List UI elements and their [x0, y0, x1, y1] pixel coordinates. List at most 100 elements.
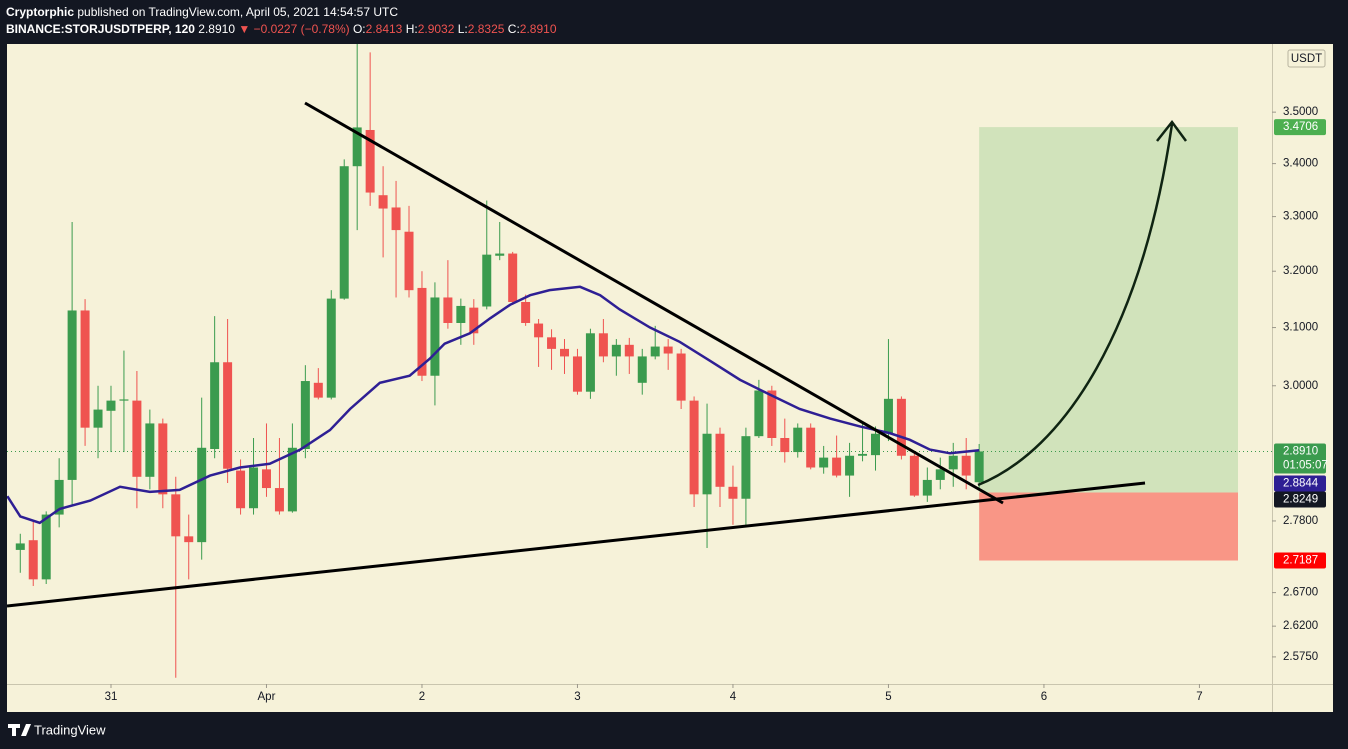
price-label: [1274, 119, 1326, 136]
candle-body: [948, 455, 958, 470]
symbol: BINANCE:STORJUSDTPERP, 120: [6, 22, 195, 36]
trend-line: [7, 481, 1146, 608]
candle-body: [819, 457, 829, 468]
candle-body: [184, 536, 194, 543]
candle-body: [560, 348, 570, 357]
candle-body: [300, 381, 310, 450]
candle-body: [145, 423, 155, 477]
x-tick-label: 5: [885, 691, 891, 703]
candle-body: [598, 333, 608, 357]
arrow: [977, 123, 1174, 487]
candle-body: [54, 479, 64, 515]
price-label: [1274, 443, 1326, 474]
drawings: [7, 101, 1188, 608]
candle-body: [702, 433, 712, 495]
price-label-text: 2.7187: [1283, 555, 1318, 567]
stop-zone: [979, 492, 1238, 561]
candle-body: [80, 310, 90, 428]
y-tick-label: 3.5000: [1283, 106, 1318, 118]
price-label: [1274, 491, 1326, 508]
candle-body: [689, 400, 699, 495]
target-zone: [979, 127, 1238, 493]
candle-body: [832, 457, 842, 476]
candle-body: [637, 356, 647, 383]
candle-body: [28, 540, 38, 580]
price-label-text: 2.8910: [1283, 445, 1318, 457]
candle-body: [780, 437, 790, 453]
candle-body: [741, 436, 751, 499]
candle-body: [339, 166, 349, 299]
header-line-2: BINANCE:STORJUSDTPERP, 120 2.8910 ▼ −0.0…: [6, 21, 557, 38]
price-label-text: 01:05:07: [1283, 459, 1328, 471]
arrow-head: [1156, 119, 1188, 142]
candle-body: [572, 356, 582, 392]
brand: TradingView: [34, 722, 106, 737]
ohlc-value: 2.8325: [467, 22, 505, 36]
candle-body: [482, 254, 492, 307]
x-tick-label: 6: [1041, 691, 1047, 703]
candle-body: [469, 307, 479, 334]
candle-body: [508, 253, 518, 302]
ohlc-value: 2.8910: [519, 22, 557, 36]
ohlc-label: L:: [457, 22, 468, 36]
candle-body: [443, 297, 453, 323]
candle-body: [961, 455, 971, 476]
trend-line: [304, 101, 1004, 505]
candle-body: [611, 344, 621, 357]
logo: [8, 724, 31, 736]
currency: USDT: [1291, 53, 1322, 65]
candle-body: [223, 362, 233, 469]
y-tick-label: 3.0000: [1283, 380, 1318, 392]
price-axis: 3.5000 3.4000 3.3000 3.2000 3.1000 3.0000 2.78…: [1272, 106, 1328, 663]
x-tick-label: 31: [105, 691, 118, 703]
candle-body: [132, 400, 142, 477]
header-line-1: Cryptorphic published on TradingView.com…: [6, 4, 557, 21]
candle-body: [534, 323, 544, 338]
published: published on TradingView.com, April 05, …: [77, 5, 399, 19]
x-tick-label: 3: [574, 691, 580, 703]
candle-body: [935, 469, 945, 480]
candle-body: [676, 353, 686, 401]
price: 2.8910: [198, 22, 235, 36]
y-tick-label: 3.4000: [1283, 158, 1318, 170]
candle-body: [754, 390, 764, 437]
candle-body: [378, 195, 388, 209]
x-tick-label: 7: [1196, 691, 1202, 703]
candle-layer: [7, 44, 1272, 678]
candle-body: [883, 398, 893, 434]
position-layer: [979, 127, 1238, 561]
y-tick-label: 2.6700: [1283, 587, 1318, 599]
candle-body: [585, 333, 595, 392]
candle-body: [806, 427, 816, 468]
price-label-text: 2.8844: [1283, 477, 1319, 489]
x-tick-label: 4: [730, 691, 737, 703]
candle-body: [274, 488, 284, 512]
price-label-text: 3.4706: [1283, 121, 1318, 133]
candle-body: [352, 127, 362, 167]
candle-body: [767, 390, 777, 438]
candle-body: [430, 297, 440, 376]
candle-body: [456, 305, 466, 323]
ohlc-label: O:: [352, 22, 366, 36]
candle-body: [287, 447, 297, 512]
x-tick-label: Apr: [258, 691, 276, 703]
author: Cryptorphic: [6, 5, 75, 19]
candle-body: [326, 298, 336, 398]
candle-body: [547, 337, 557, 349]
candle-body: [845, 455, 855, 476]
currency-box: [1287, 49, 1326, 68]
candle-body: [41, 514, 51, 580]
candle-body: [119, 399, 129, 401]
change: ▼ −0.0227 (−0.78%): [238, 22, 350, 36]
candle-body: [870, 433, 880, 456]
candle-body: [249, 467, 259, 509]
y-tick-label: 2.5750: [1283, 651, 1318, 663]
price-label-text: 2.8249: [1283, 493, 1318, 505]
ohlc-value: 2.9032: [417, 22, 455, 36]
y-tick-label: 3.2000: [1283, 265, 1318, 277]
candle-body: [896, 398, 906, 456]
y-tick-label: 3.3000: [1283, 211, 1318, 223]
y-tick-label: 3.1000: [1283, 322, 1318, 334]
